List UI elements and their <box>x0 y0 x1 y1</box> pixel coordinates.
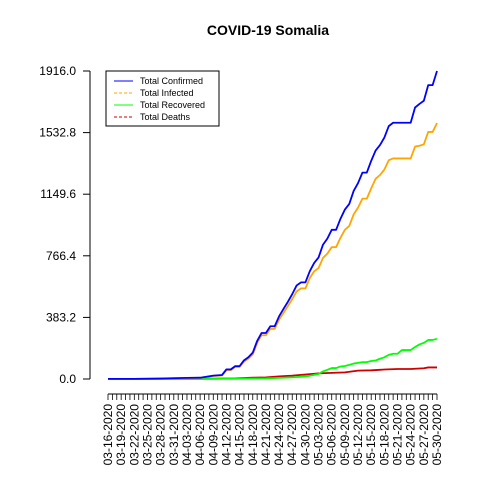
x-tick-label: 05-06-2020 <box>325 404 339 466</box>
x-tick-label: 03-28-2020 <box>154 404 168 466</box>
x-tick-label: 03-22-2020 <box>127 404 141 466</box>
x-tick-label: 05-09-2020 <box>338 404 352 466</box>
legend-label: Total Deaths <box>140 112 191 122</box>
y-tick-label: 0.0 <box>59 372 76 386</box>
x-tick-label: 04-12-2020 <box>219 404 233 466</box>
chart-title: COVID-19 Somalia <box>207 22 329 38</box>
series-line-total-recovered <box>108 337 438 380</box>
x-tick-label: 04-21-2020 <box>259 404 273 466</box>
legend-label: Total Recovered <box>140 100 205 110</box>
x-axis: 03-16-2020 03-19-2020 03-22-2020 03-25-2020… <box>101 393 444 466</box>
legend-label: Total Infected <box>140 88 194 98</box>
series-layer <box>107 70 438 380</box>
y-tick-label: 766.4 <box>46 249 76 263</box>
x-tick-label: 05-03-2020 <box>312 404 326 466</box>
y-axis: 0.0 383.2 766.4 1149.6 1532.8 1916.0 <box>39 64 91 386</box>
x-tick-label: 05-18-2020 <box>377 404 391 466</box>
x-tick-label: 04-18-2020 <box>246 404 260 466</box>
x-tick-label: 04-03-2020 <box>180 404 194 466</box>
y-tick-label: 1149.6 <box>40 187 76 201</box>
x-tick-label: 05-24-2020 <box>404 404 418 466</box>
x-tick-label: 04-24-2020 <box>272 404 286 466</box>
y-tick-label: 1532.8 <box>39 126 76 140</box>
legend-label: Total Confirmed <box>140 76 203 86</box>
x-tick-label: 05-21-2020 <box>391 404 405 466</box>
x-tick-label: 04-15-2020 <box>233 404 247 466</box>
x-tick-label: 03-16-2020 <box>101 404 115 466</box>
x-tick-label: 05-15-2020 <box>364 404 378 466</box>
x-tick-label: 05-30-2020 <box>430 404 444 466</box>
series-line-total-infected <box>108 122 438 380</box>
x-tick-label: 03-31-2020 <box>167 404 181 466</box>
x-tick-label: 04-27-2020 <box>285 404 299 466</box>
x-tick-label: 03-19-2020 <box>114 404 128 466</box>
legend: Total Confirmed Total Infected Total Recov… <box>105 70 220 127</box>
x-tick-label: 05-12-2020 <box>351 404 365 466</box>
x-tick-label: 04-30-2020 <box>298 404 312 466</box>
x-tick-label: 04-06-2020 <box>193 404 207 466</box>
x-tick-label: 04-09-2020 <box>206 404 220 466</box>
y-tick-label: 383.2 <box>46 310 76 324</box>
x-tick-label: 05-27-2020 <box>417 404 431 466</box>
x-tick-label: 03-25-2020 <box>140 404 154 466</box>
series-line-total-confirmed <box>108 70 438 380</box>
y-tick-label: 1916.0 <box>39 64 76 78</box>
